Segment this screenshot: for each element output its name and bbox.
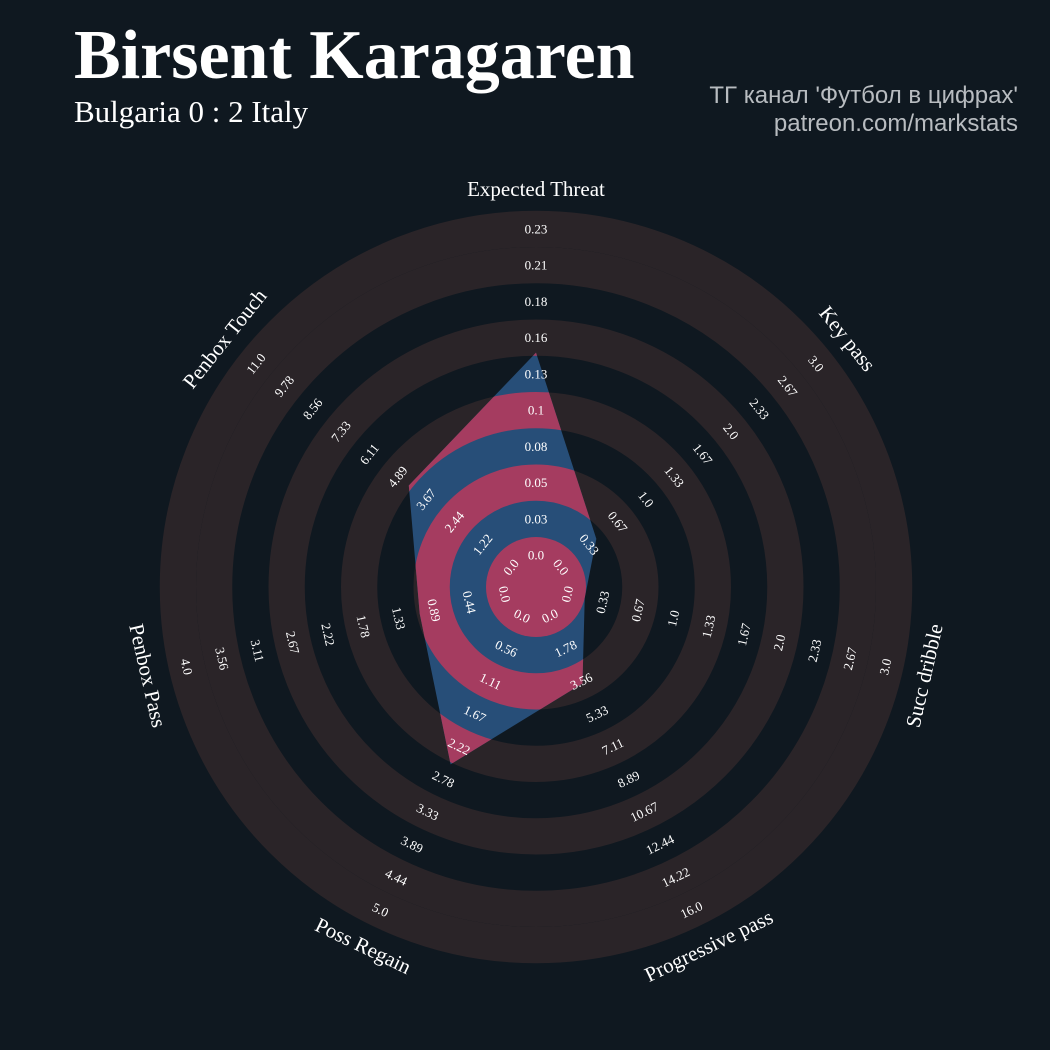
radar-tick-label: 1.0 <box>635 488 657 510</box>
radar-tick-label: 0.08 <box>525 439 548 454</box>
radar-tick-label: 0.1 <box>528 403 544 418</box>
radar-tick-label: 3.11 <box>248 638 268 663</box>
radar-tick-label: 0.18 <box>525 294 548 309</box>
radar-tick-label: 0.67 <box>628 597 648 623</box>
radar-tick-label: 0.13 <box>525 366 548 381</box>
radar-tick-label: 0.0 <box>496 585 514 604</box>
radar-tick-label: 1.33 <box>389 606 409 632</box>
radar-ring-band <box>268 319 804 855</box>
radar-tick-label: 8.89 <box>615 767 642 790</box>
radar-ring-band <box>159 210 913 964</box>
radar-tick-label: 2.22 <box>318 622 338 648</box>
radar-param-label: Expected Threat <box>467 177 605 201</box>
radar-tick-label: 0.33 <box>593 589 613 615</box>
radar-tick-label: 0.0 <box>512 606 533 627</box>
radar-tick-label: 2.0 <box>770 633 788 652</box>
radar-tick-label: 2.67 <box>283 630 303 656</box>
radar-tick-label: 6.11 <box>356 441 382 468</box>
player-name-title: Birsent Karagaren <box>74 17 635 94</box>
telegram-channel-credit: ТГ канал 'Футбол в цифрах' <box>709 82 1018 109</box>
radar-tick-label: 0.89 <box>424 597 444 623</box>
radar-tick-label: 0.21 <box>525 258 548 273</box>
radar-tick-label: 3.56 <box>212 646 232 672</box>
radar-tick-label: 2.78 <box>430 767 457 790</box>
radar-tick-label: 0.0 <box>539 606 560 627</box>
radar-value-band <box>413 464 597 710</box>
radar-tick-label: 0.0 <box>528 548 544 563</box>
radar-tick-label: 2.67 <box>840 645 860 671</box>
radar-tick-label: 3.89 <box>399 833 426 856</box>
radar-center-disc <box>486 537 586 637</box>
radar-tick-label: 1.67 <box>690 440 716 468</box>
radar-tick-label: 0.0 <box>558 585 576 604</box>
radar-tick-label: 5.0 <box>370 899 391 920</box>
radar-tick-label: 3.0 <box>876 657 894 676</box>
radar-tick-label: 0.05 <box>525 475 548 490</box>
radar-tick-label: 5.33 <box>584 702 611 725</box>
radar-tick-label: 1.67 <box>734 621 754 647</box>
match-score-subtitle: Bulgaria 0 : 2 Italy <box>74 94 309 129</box>
radar-tick-label: 0.03 <box>525 511 548 526</box>
radar-tick-label: 12.44 <box>644 831 677 857</box>
radar-ring-band <box>196 247 876 927</box>
radar-tick-label: 4.0 <box>178 657 196 676</box>
radar-tick-label: 1.33 <box>699 614 719 640</box>
radar-tick-label: 0.23 <box>525 221 548 236</box>
radar-tick-label: 0.44 <box>460 589 480 615</box>
patreon-credit: patreon.com/markstats <box>773 110 1018 137</box>
radar-tick-label: 0.16 <box>525 330 548 345</box>
radar-tick-label: 1.78 <box>354 614 374 640</box>
radar-tick-label: 8.56 <box>300 395 326 423</box>
radar-tick-label: 1.0 <box>664 609 682 628</box>
radar-tick-label: 2.33 <box>805 638 825 664</box>
radar-tick-label: 2.33 <box>746 395 772 422</box>
